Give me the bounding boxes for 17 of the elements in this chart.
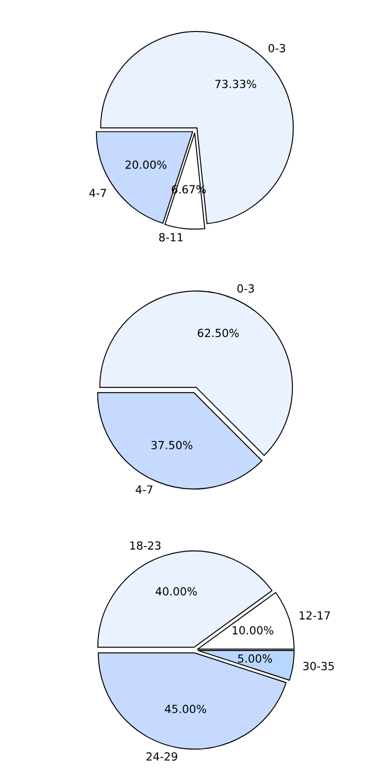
slice-label: 0-3 <box>237 284 254 293</box>
slice-label: 8-11 <box>159 233 183 242</box>
slice-label: 30-35 <box>303 662 334 670</box>
slice-label: 0-3 <box>268 44 286 52</box>
data-label: 37.50% <box>151 440 192 450</box>
data-label: 40.00% <box>156 587 197 596</box>
slice-label: 24-29 <box>146 752 178 761</box>
data-label: 62.50% <box>198 328 239 338</box>
slice-label: 4-7 <box>89 188 106 198</box>
slice-label: 12-17 <box>300 611 330 620</box>
slice-label: 18-23 <box>130 541 160 550</box>
data-label: 20.00% <box>126 160 166 169</box>
data-label: 10.00% <box>232 626 274 634</box>
data-label: 73.33% <box>215 80 256 88</box>
slice-label: 4-7 <box>136 485 152 494</box>
data-label: 5.00% <box>238 654 272 663</box>
data-label: 45.00% <box>164 704 206 714</box>
